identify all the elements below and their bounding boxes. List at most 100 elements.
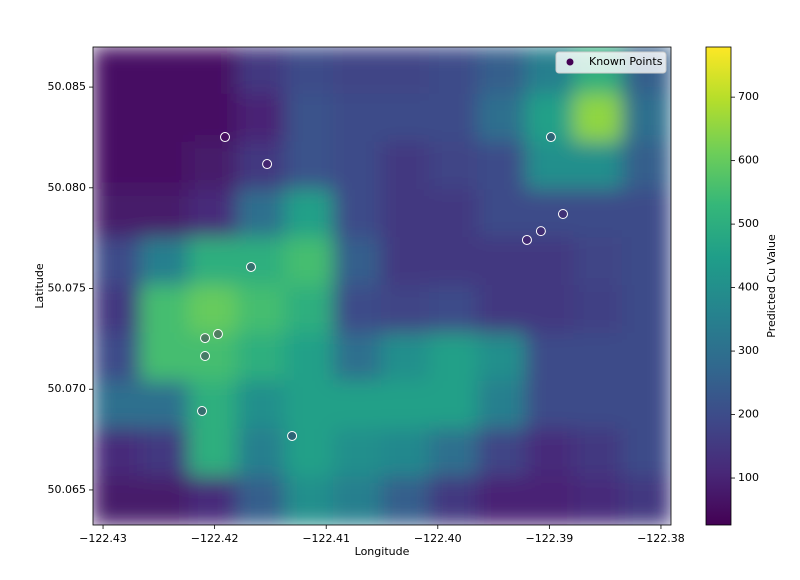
known-point [287, 430, 298, 441]
heatmap-cell [93, 47, 143, 96]
heatmap-cell [381, 237, 432, 287]
known-point [200, 350, 211, 361]
heatmap-cell [140, 332, 191, 383]
heatmap-cell [381, 332, 432, 383]
heatmap-cell [188, 428, 239, 479]
heatmap-cell [621, 380, 671, 431]
known-point [262, 159, 273, 170]
heatmap-cell [621, 189, 671, 240]
heatmap-cell [573, 285, 624, 335]
colorbar-tick-label: 700 [738, 90, 759, 103]
x-tick-label: −122.43 [79, 532, 127, 545]
y-tick-label: 50.085 [48, 80, 87, 93]
legend-label: Known Points [589, 55, 663, 68]
heatmap-cell [236, 47, 287, 96]
colorbar-tick-label: 500 [738, 217, 759, 230]
known-point [545, 132, 556, 143]
heatmap-cell [188, 380, 239, 431]
heatmap-cell [332, 237, 383, 287]
heatmap-cell [429, 141, 480, 192]
heatmap-cell [188, 476, 239, 525]
heatmap-cell [621, 332, 671, 383]
heatmap-cell [332, 47, 383, 96]
heatmap-cell [381, 380, 432, 431]
plot-frame [92, 46, 672, 526]
heatmap-cell [236, 428, 287, 479]
heatmap-cell [140, 476, 191, 525]
heatmap-cell [284, 428, 335, 479]
heatmap-cell [573, 237, 624, 287]
known-point [200, 333, 211, 344]
colorbar-tick-label: 400 [738, 281, 759, 294]
heatmap-cell [284, 285, 335, 335]
heatmap-cell [140, 428, 191, 479]
heatmap-cell [93, 285, 143, 335]
heatmap-cell [140, 380, 191, 431]
heatmap-cell [284, 380, 335, 431]
heatmap-cell [140, 47, 191, 96]
heatmap-cell [477, 47, 528, 96]
x-tick-label: −122.42 [191, 532, 239, 545]
heatmap-cell [284, 332, 335, 383]
legend: Known Points [555, 51, 667, 74]
heatmap-cell [525, 189, 576, 240]
heatmap-cell [381, 93, 432, 144]
heatmap-cell [284, 93, 335, 144]
heatmap-cell [525, 285, 576, 335]
heatmap-cell [525, 141, 576, 192]
colorbar-tick-label: 200 [738, 408, 759, 421]
heatmap-cell [93, 237, 143, 287]
heatmap-cell [236, 285, 287, 335]
heatmap-cell [573, 189, 624, 240]
heatmap-cell [525, 332, 576, 383]
heatmap-cell [381, 47, 432, 96]
heatmap-cell [140, 141, 191, 192]
heatmap-cell [284, 237, 335, 287]
heatmap-cell [621, 428, 671, 479]
heatmap-cell [477, 428, 528, 479]
heatmap-cell [621, 237, 671, 287]
heatmap-cell [573, 93, 624, 144]
heatmap-cell [477, 380, 528, 431]
heatmap-cell [332, 189, 383, 240]
heatmap-cell [188, 237, 239, 287]
heatmap [93, 47, 671, 525]
heatmap-cell [429, 380, 480, 431]
heatmap-cell [236, 237, 287, 287]
heatmap-cell [429, 189, 480, 240]
heatmap-cell [429, 47, 480, 96]
heatmap-cell [236, 93, 287, 144]
known-point [246, 261, 257, 272]
heatmap-cell [332, 141, 383, 192]
heatmap-cell [332, 380, 383, 431]
heatmap-cell [188, 285, 239, 335]
heatmap-cell [140, 93, 191, 144]
heatmap-cells [93, 47, 671, 525]
heatmap-cell [477, 285, 528, 335]
heatmap-cell [477, 93, 528, 144]
heatmap-cell [284, 476, 335, 525]
heatmap-cell [429, 476, 480, 525]
colorbar-label: Predicted Cu Value [765, 234, 778, 338]
heatmap-cell [381, 428, 432, 479]
heatmap-cell [477, 332, 528, 383]
colorbar-tick-label: 600 [738, 154, 759, 167]
heatmap-cell [525, 476, 576, 525]
heatmap-cell [236, 332, 287, 383]
heatmap-cell [525, 93, 576, 144]
x-tick-label: −122.41 [302, 532, 350, 545]
heatmap-cell [381, 189, 432, 240]
legend-box [555, 51, 667, 74]
heatmap-cell [525, 380, 576, 431]
heatmap-cell [381, 285, 432, 335]
heatmap-cell [429, 332, 480, 383]
known-point [212, 329, 223, 340]
heatmap-cell [93, 428, 143, 479]
heatmap-cell [140, 189, 191, 240]
heatmap-cell [236, 380, 287, 431]
heatmap-cell [477, 141, 528, 192]
heatmap-cell [429, 428, 480, 479]
heatmap-cell [477, 237, 528, 287]
heatmap-cell [332, 285, 383, 335]
